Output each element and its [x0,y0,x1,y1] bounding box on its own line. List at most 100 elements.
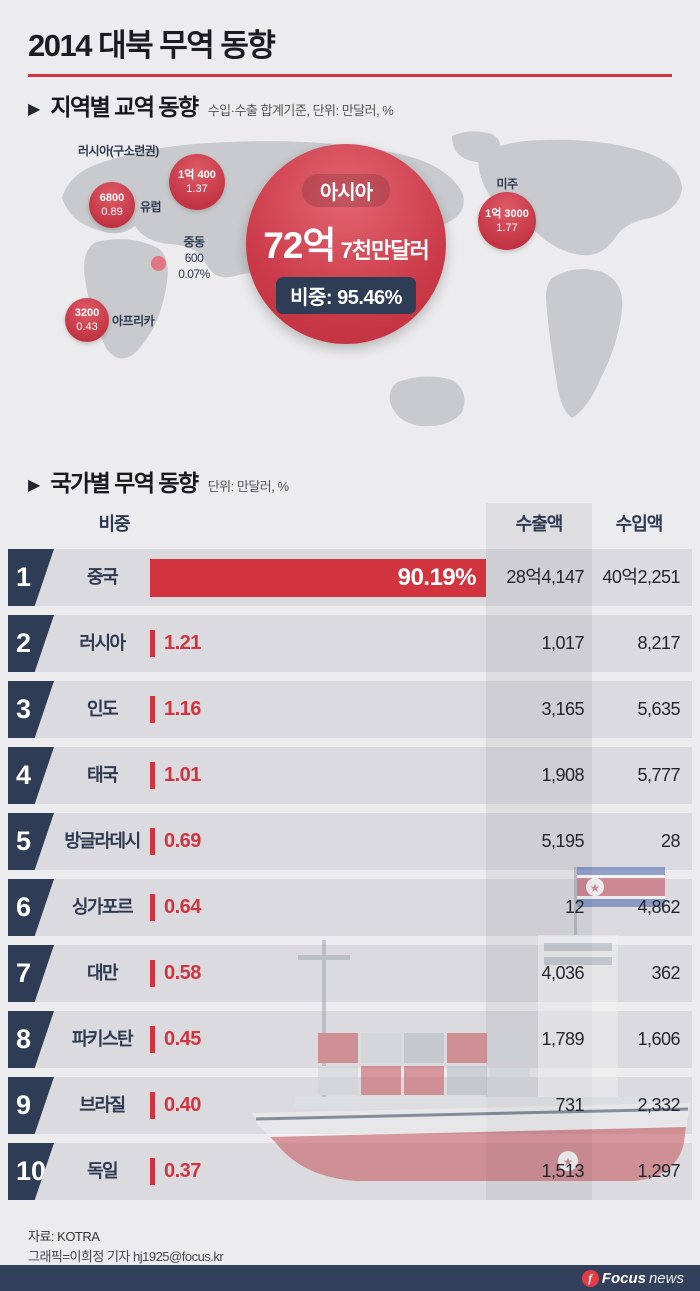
share-bar-cell: 0.45 [150,1011,486,1068]
share-bar [150,1158,155,1185]
rank-badge: 6 [8,879,54,936]
page-title: 2014 대북 무역 동향 [28,28,276,63]
share-value: 1.21 [164,632,201,654]
america-share: 1.77 [496,222,518,234]
share-value: 0.40 [164,1094,201,1116]
africa-bubble: 3200 0.43 [65,298,109,342]
import-value: 28 [660,831,681,851]
logo-news-text: news [648,1269,684,1287]
country-name: 브라질 [79,1095,126,1115]
table-row: 4 태국 1.01 1,908 5,777 [8,747,692,804]
rank-badge: 10 [8,1143,54,1200]
import-value: 1,606 [637,1029,680,1049]
export-value: 1,908 [541,765,584,785]
column-header-export: 수출액 [515,514,564,534]
russia-share: 1.37 [186,183,208,195]
arrow-marker-icon: ▶ [28,101,41,118]
africa-share: 0.43 [76,321,98,333]
share-bar [150,828,155,855]
rank-badge: 9 [8,1077,54,1134]
europe-share: 0.89 [101,206,123,218]
share-value: 0.45 [164,1028,201,1050]
country-trade-table: 비중 수출액 수입액 1 중국 90.19% 28억4,147 40억2,251… [8,503,692,1200]
table-header: 비중 수출액 수입액 [8,503,692,545]
export-value: 3,165 [541,699,584,719]
america-value: 1억 3000 [485,207,529,220]
export-value: 1,017 [541,633,584,653]
import-value: 5,777 [637,765,680,785]
country-name: 독일 [86,1161,119,1181]
export-value: 731 [555,1095,584,1115]
country-name: 싱가포르 [71,897,134,917]
focusnews-logo: f Focus news [581,1269,684,1287]
share-value: 0.58 [164,962,201,984]
share-bar-cell: 1.01 [150,747,486,804]
import-value: 1,297 [637,1161,680,1181]
country-section-heading: ▶ 국가별 무역 동향 단위: 만달러, % [28,464,289,498]
russia-bubble: 1억 400 1.37 [169,154,225,210]
europe-bubble: 6800 0.89 [89,182,135,228]
middle-east-label: 중동 [183,235,205,249]
table-row: 3 인도 1.16 3,165 5,635 [8,681,692,738]
asia-amount-big: 72억 [263,225,336,266]
rank-badge: 3 [8,681,54,738]
share-bar [150,1026,155,1053]
share-value: 1.01 [164,764,201,786]
import-value: 362 [651,963,680,983]
arrow-marker-icon: ▶ [28,477,41,494]
rank-badge: 4 [8,747,54,804]
america-bubble: 1억 3000 1.77 [478,192,536,250]
share-bar-cell: 0.37 [150,1143,486,1200]
share-value: 1.16 [164,698,201,720]
country-name: 방글라데시 [64,831,141,851]
country-name: 인도 [86,699,119,719]
country-heading-text: 국가별 무역 동향 [50,470,199,496]
table-row: 1 중국 90.19% 28억4,147 40억2,251 [8,549,692,606]
logo-focus-text: Focus [601,1269,646,1287]
europe-label: 유럽 [140,200,162,214]
regional-unit-note: 수입·수출 합계기준, 단위: 만달러, % [207,103,394,118]
middle-east-block: 중동 600 0.07% [166,234,222,282]
rank-badge: 1 [8,549,54,606]
footer-bar: f Focus news [0,1265,700,1291]
column-header-share: 비중 [98,514,130,534]
asia-share-badge: 비중: 95.46% [276,277,416,314]
focus-logo-icon: f [581,1269,599,1287]
regional-heading-text: 지역별 교역 동향 [50,94,199,120]
credit-note: 그래픽=이희정 기자 hj1925@focus.kr [28,1249,224,1264]
asia-label: 아시아 [301,174,391,207]
share-bar-cell: 0.69 [150,813,486,870]
asia-amount-small: 7천만달러 [335,238,430,263]
middle-east-dot [151,256,166,271]
share-bar [150,762,155,789]
share-bar [150,630,155,657]
share-bar-cell: 0.58 [150,945,486,1002]
column-header-import: 수입액 [615,514,664,534]
regional-section-heading: ▶ 지역별 교역 동향 수입·수출 합계기준, 단위: 만달러, % [28,88,394,122]
title-divider [28,74,672,77]
share-bar-cell: 0.64 [150,879,486,936]
share-bar [150,1092,155,1119]
america-label: 미주 [496,177,518,191]
export-value: 4,036 [541,963,584,983]
europe-value: 6800 [99,191,125,204]
export-value: 1,789 [541,1029,584,1049]
table-row: 5 방글라데시 0.69 5,195 28 [8,813,692,870]
country-name: 러시아 [79,633,126,653]
share-bar [150,696,155,723]
import-value: 40억2,251 [602,567,680,587]
share-bar-cell: 90.19% [150,549,486,606]
export-value: 1,513 [541,1161,584,1181]
import-value: 2,332 [637,1095,680,1115]
rank-badge: 7 [8,945,54,1002]
share-value: 0.37 [164,1160,201,1182]
africa-value: 3200 [74,306,100,319]
import-value: 5,635 [637,699,680,719]
country-name: 태국 [86,765,119,785]
middle-east-share: 0.07% [178,267,210,281]
rank-badge: 5 [8,813,54,870]
country-unit-note: 단위: 만달러, % [207,479,289,494]
export-value: 28억4,147 [506,567,584,587]
export-value: 5,195 [541,831,584,851]
asia-bubble: 아시아 72억 7천만달러 비중: 95.46% [246,144,446,344]
